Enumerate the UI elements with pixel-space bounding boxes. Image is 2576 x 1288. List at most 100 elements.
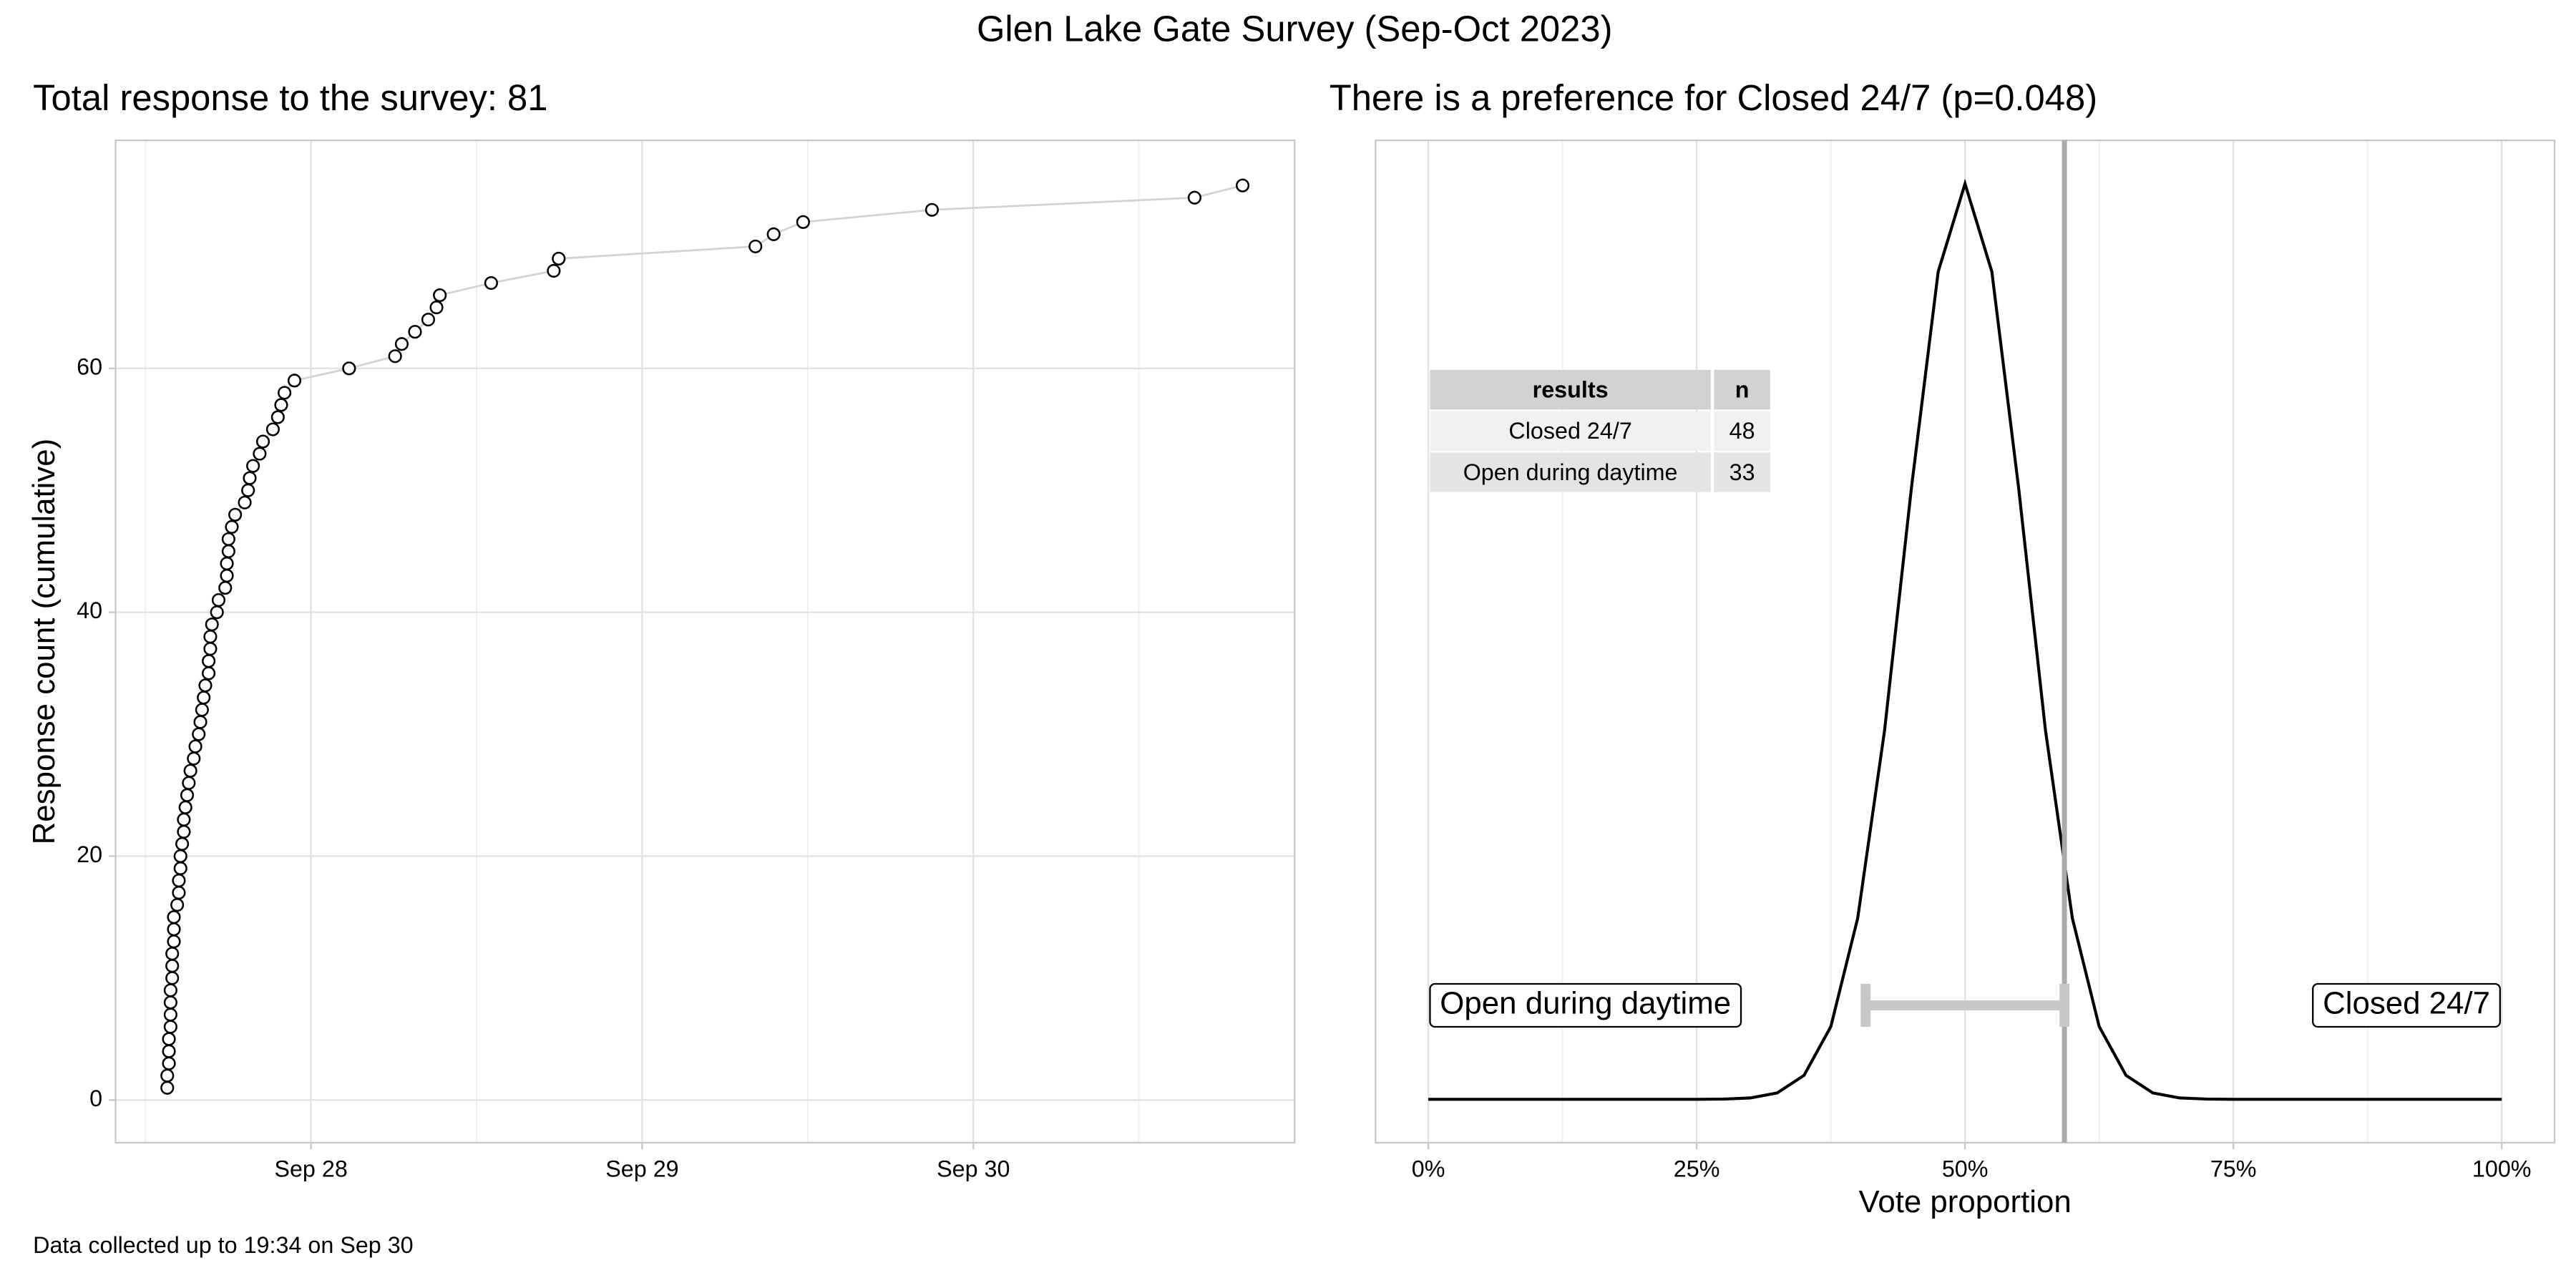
data-point — [188, 739, 203, 753]
data-point — [197, 691, 211, 705]
table-cell — [1714, 369, 1770, 410]
annotation-box — [2312, 982, 2502, 1028]
data-point — [160, 1080, 175, 1095]
data-point — [211, 593, 226, 608]
data-point — [172, 873, 186, 888]
table-text: Closed 24/7 — [1508, 418, 1631, 444]
data-point — [192, 727, 206, 741]
data-point — [162, 1056, 176, 1070]
data-point — [163, 1008, 177, 1022]
data-point — [187, 751, 201, 766]
data-point — [167, 935, 181, 949]
data-point — [274, 398, 288, 412]
data-point — [255, 434, 270, 449]
data-point — [433, 288, 447, 303]
data-point — [205, 618, 219, 632]
y-tick-label: 20 — [77, 841, 102, 867]
data-point — [253, 447, 267, 461]
panel-border — [114, 139, 1296, 1144]
data-point — [175, 836, 190, 851]
data-point — [552, 251, 566, 266]
data-point — [203, 642, 218, 656]
data-point — [220, 556, 234, 571]
data-point — [388, 349, 402, 364]
annotation: Closed 24/7 — [2312, 982, 2502, 1028]
annotation-label: Closed 24/7 — [2323, 986, 2490, 1021]
table-cell — [1714, 452, 1770, 492]
data-point — [265, 422, 280, 436]
data-point — [243, 471, 257, 485]
x-tick-label: 100% — [2472, 1156, 2532, 1182]
x-tick-label: Sep 29 — [605, 1156, 678, 1182]
data-point — [195, 703, 209, 717]
y-tick-label: 60 — [77, 353, 102, 379]
table-cell — [1430, 411, 1711, 451]
data-point — [177, 812, 191, 826]
caption: Data collected up to 19:34 on Sep 30 — [33, 1232, 414, 1258]
data-point — [270, 410, 285, 424]
annotation: Open during daytime — [1429, 982, 1742, 1028]
x-tick-label: 0% — [1412, 1156, 1445, 1182]
data-point — [1187, 190, 1202, 205]
data-point — [220, 568, 234, 583]
data-point — [167, 922, 181, 937]
data-point — [221, 544, 235, 559]
data-point — [342, 361, 356, 376]
data-point — [183, 763, 197, 778]
data-point — [202, 666, 216, 680]
data-point — [429, 301, 444, 315]
annotation-label: Open during daytime — [1440, 986, 1731, 1021]
data-point — [1235, 178, 1250, 192]
x-tick-label: 25% — [1674, 1156, 1720, 1182]
data-point — [241, 483, 255, 497]
data-point — [228, 507, 243, 522]
data-point — [924, 203, 940, 217]
data-point — [163, 995, 177, 1010]
table-text: 33 — [1729, 459, 1755, 485]
data-line — [1428, 178, 2502, 1101]
data-point — [173, 849, 187, 864]
panel-title: Total response to the survey: 81 — [33, 77, 547, 118]
data-point — [180, 788, 195, 802]
table-text: Open during daytime — [1463, 459, 1678, 485]
data-point — [172, 886, 186, 900]
data-point — [221, 532, 235, 546]
data-point — [421, 313, 436, 327]
data-point — [408, 325, 422, 339]
data-point — [178, 800, 192, 814]
data-point — [162, 1032, 176, 1046]
data-point — [287, 374, 302, 388]
annotation-box — [1429, 982, 1742, 1028]
data-point — [748, 239, 763, 253]
data-point — [394, 337, 409, 351]
data-point — [170, 898, 185, 912]
data-point — [167, 910, 181, 924]
data-point — [165, 971, 180, 985]
data-point — [198, 678, 213, 693]
data-point — [203, 630, 218, 644]
data-point — [218, 580, 233, 595]
table-cell — [1714, 411, 1770, 451]
data-point — [177, 824, 191, 839]
table-cell — [1430, 369, 1711, 410]
data-point — [173, 861, 187, 876]
table-header: n — [1735, 376, 1750, 402]
table-header: results — [1533, 376, 1609, 402]
table-text: 48 — [1729, 418, 1755, 444]
data-point — [160, 1068, 175, 1083]
table-cell — [1430, 452, 1711, 492]
panel-border — [1375, 139, 2556, 1144]
data-point — [202, 654, 216, 668]
data-point — [766, 227, 781, 241]
data-point — [278, 386, 292, 400]
data-point — [182, 776, 196, 790]
x-tick-label: 75% — [2210, 1156, 2257, 1182]
data-point — [163, 983, 177, 997]
data-point — [165, 947, 180, 961]
data-point — [193, 715, 208, 729]
data-point — [162, 1044, 176, 1058]
data-point — [210, 605, 224, 620]
